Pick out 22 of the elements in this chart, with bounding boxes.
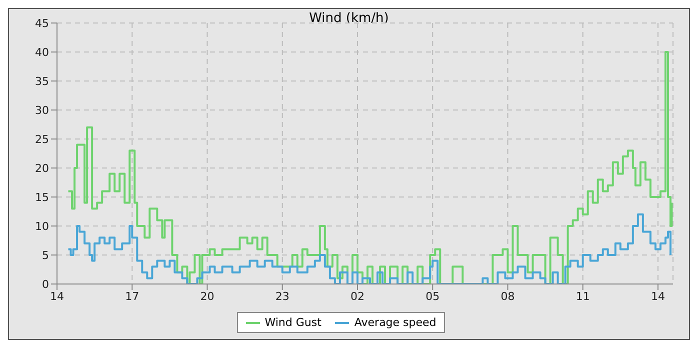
chart-title: Wind (km/h): [309, 11, 389, 26]
y-tick-label: 35: [35, 74, 49, 88]
x-tick-label: 11: [576, 290, 590, 303]
y-tick-label: 25: [35, 132, 49, 146]
x-tick-label: 20: [200, 290, 214, 303]
y-tick-label: 5: [42, 248, 49, 262]
x-tick-label: 14: [650, 290, 665, 303]
y-tick-label: 30: [35, 104, 49, 117]
y-tick-label: 20: [35, 162, 49, 175]
y-tick-label: 10: [35, 220, 49, 233]
x-tick-label: 02: [350, 290, 364, 303]
y-tick-label: 0: [42, 278, 49, 291]
x-tick-label: 14: [50, 290, 64, 303]
y-tick-label: 45: [35, 16, 49, 30]
x-tick-label: 23: [275, 290, 290, 303]
y-tick-label: 40: [35, 46, 49, 59]
x-tick-label: 08: [500, 290, 515, 303]
y-tick-label: 15: [35, 190, 49, 204]
x-tick-label: 17: [125, 290, 140, 303]
legend-label: Average speed: [353, 316, 436, 329]
legend-label: Wind Gust: [264, 316, 322, 329]
x-tick-label: 05: [426, 290, 440, 303]
